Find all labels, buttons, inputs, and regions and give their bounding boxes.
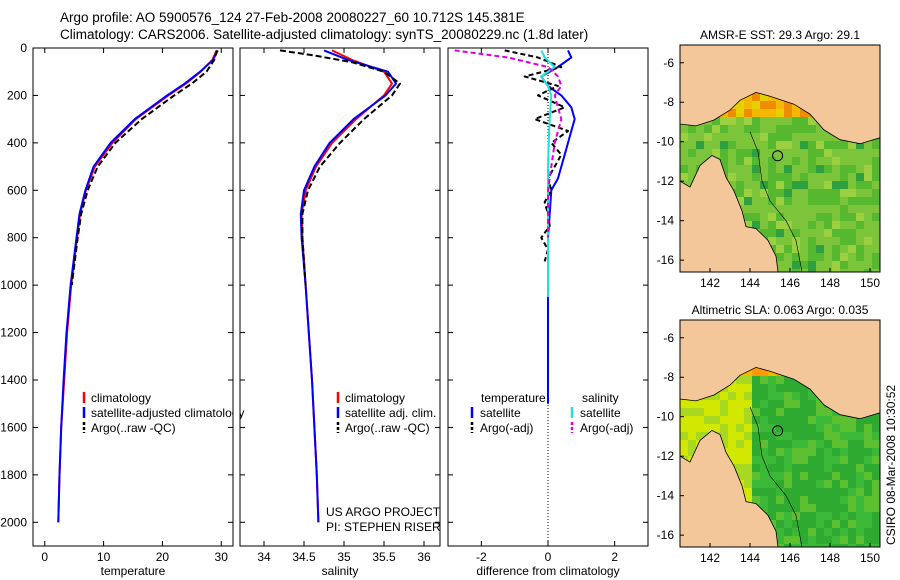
sst-map: 142 144 146 148 150 -6 -8 -10 -12 -14 -16 AMSR-E SS… (657, 28, 881, 290)
depth-tick-label: 1600 (0, 420, 27, 434)
temperature-xtick-label: 30 (215, 550, 229, 564)
sla-map-field (680, 320, 880, 547)
sla-map-ytick-label: -6 (663, 331, 674, 345)
depth-tick-label: 1800 (0, 468, 27, 482)
salinity-xtick-label: 35.5 (372, 550, 396, 564)
sst-map-ytick-label: -12 (657, 174, 675, 188)
salinity-legend-label: climatology (345, 391, 405, 405)
argo-position-marker (772, 425, 784, 437)
pi-annotation: PI: STEPHEN RISER (326, 520, 441, 534)
depth-tick-label: 1000 (0, 278, 27, 292)
temperature-panel: 0 10 20 30 0 200 400 600 800 1000 1200 1400 1600 1800… (0, 41, 234, 578)
sla-map-ytick-label: -8 (663, 370, 674, 384)
sst-map-xtick-label: 150 (860, 276, 880, 290)
depth-tick-label: 1200 (0, 326, 27, 340)
sst-map-title: AMSR-E SST: 29.3 Argo: 29.1 (700, 28, 860, 42)
salinity-xlabel: salinity (322, 564, 359, 578)
sla-map-xtick-label: 142 (700, 551, 720, 565)
salinity-panel: 34 34.5 35 35.5 36 salinity (239, 47, 441, 578)
legend-header-salinity: salinity (582, 391, 619, 405)
sla-map: 142 144 146 148 150 -6 -8 -10 -12 -14 -16 Altimetri… (657, 303, 881, 565)
difference-legend-label: Argo(-adj) (480, 421, 533, 435)
temperature-legend-label: Argo(..raw -QC) (91, 421, 176, 435)
sla-map-frame (679, 319, 881, 548)
difference-xtick-label: 2 (611, 550, 618, 564)
sla-map-xtick-label: 148 (820, 551, 840, 565)
cape-york-land (680, 155, 779, 272)
reef-contour (749, 406, 803, 547)
figure-title-line1: Argo profile: AO 5900576_124 27-Feb-2008… (60, 10, 525, 25)
temperature-legend-label: satellite-adjusted climatology (91, 406, 244, 420)
temperature-xtick-label: 20 (156, 550, 170, 564)
difference-legend: temperature salinitysatelliteArgo(-adj)sa… (470, 391, 633, 435)
salinity-axes-frame (239, 47, 441, 547)
depth-tick-label: 2000 (0, 515, 27, 529)
sst-map-ytick-label: -6 (663, 56, 674, 70)
temperature-series-0 (57, 50, 218, 523)
sla-map-xtick-label: 146 (780, 551, 800, 565)
csiro-credit: CSIRO 08-Mar-2008 10:30:52 (884, 385, 898, 545)
sst-map-xtick-label: 142 (700, 276, 720, 290)
new-guinea-land (680, 45, 880, 145)
difference-legend-label: satellite (580, 406, 621, 420)
difference-legend-label: satellite (480, 406, 521, 420)
temperature-axes-frame (32, 47, 234, 547)
salinity-xtick-label: 35 (337, 550, 351, 564)
difference-series-3 (454, 49, 563, 238)
depth-tick-label: 800 (7, 231, 27, 245)
sla-map-ytick-label: -16 (657, 528, 675, 542)
salinity-xtick-label: 34.5 (292, 550, 316, 564)
depth-tick-label: 0 (20, 41, 27, 55)
argo-position-marker (772, 150, 784, 162)
legend-clip-mask (233, 385, 240, 435)
sst-map-xtick-label: 144 (740, 276, 760, 290)
difference-xtick-label: 0 (545, 550, 552, 564)
sst-map-ytick-label: -8 (663, 95, 674, 109)
sla-map-ytick-label: -12 (657, 449, 675, 463)
salinity-series-1 (299, 49, 397, 523)
cape-york-land (680, 430, 779, 547)
sst-map-xtick-label: 148 (820, 276, 840, 290)
sla-map-ytick-label: -14 (657, 489, 675, 503)
temperature-series-1 (57, 49, 219, 523)
difference-legend-label: Argo(-adj) (580, 421, 633, 435)
salinity-xtick-label: 36 (417, 550, 431, 564)
difference-series-0 (540, 49, 576, 404)
depth-tick-label: 200 (7, 88, 27, 102)
sst-map-field (680, 45, 880, 272)
legend-header-temperature: temperature (481, 391, 546, 405)
temperature-series-2 (70, 50, 219, 286)
sst-map-ytick-label: -14 (657, 214, 675, 228)
difference-series-1 (504, 49, 569, 262)
sla-map-xtick-label: 150 (860, 551, 880, 565)
new-guinea-land (680, 320, 880, 420)
depth-tick-label: 600 (7, 183, 27, 197)
temperature-legend-label: climatology (91, 391, 151, 405)
sla-map-xtick-label: 144 (740, 551, 760, 565)
salinity-series-2 (279, 49, 401, 286)
temperature-xlabel: temperature (101, 564, 166, 578)
sst-map-ytick-label: -10 (657, 135, 675, 149)
salinity-xtick-label: 34 (257, 550, 271, 564)
sst-map-frame (679, 44, 881, 273)
sla-map-ytick-label: -10 (657, 410, 675, 424)
sla-map-title: Altimetric SLA: 0.063 Argo: 0.035 (692, 303, 869, 317)
sst-map-ytick-label: -16 (657, 253, 675, 267)
depth-tick-label: 1400 (0, 373, 27, 387)
sst-map-xtick-label: 146 (780, 276, 800, 290)
temperature-xtick-label: 0 (41, 550, 48, 564)
salinity-legend-label: Argo(..raw -QC) (345, 421, 430, 435)
project-annotation: US ARGO PROJECT (326, 505, 441, 519)
difference-xtick-label: -2 (476, 550, 487, 564)
salinity-legend-label: satellite adj. clim. (345, 406, 436, 420)
depth-tick-label: 400 (7, 136, 27, 150)
temperature-xtick-label: 10 (97, 550, 111, 564)
reef-contour (749, 131, 803, 272)
difference-xlabel: difference from climatology (476, 564, 619, 578)
figure-title-line2: Climatology: CARS2006. Satellite-adjuste… (60, 27, 589, 42)
